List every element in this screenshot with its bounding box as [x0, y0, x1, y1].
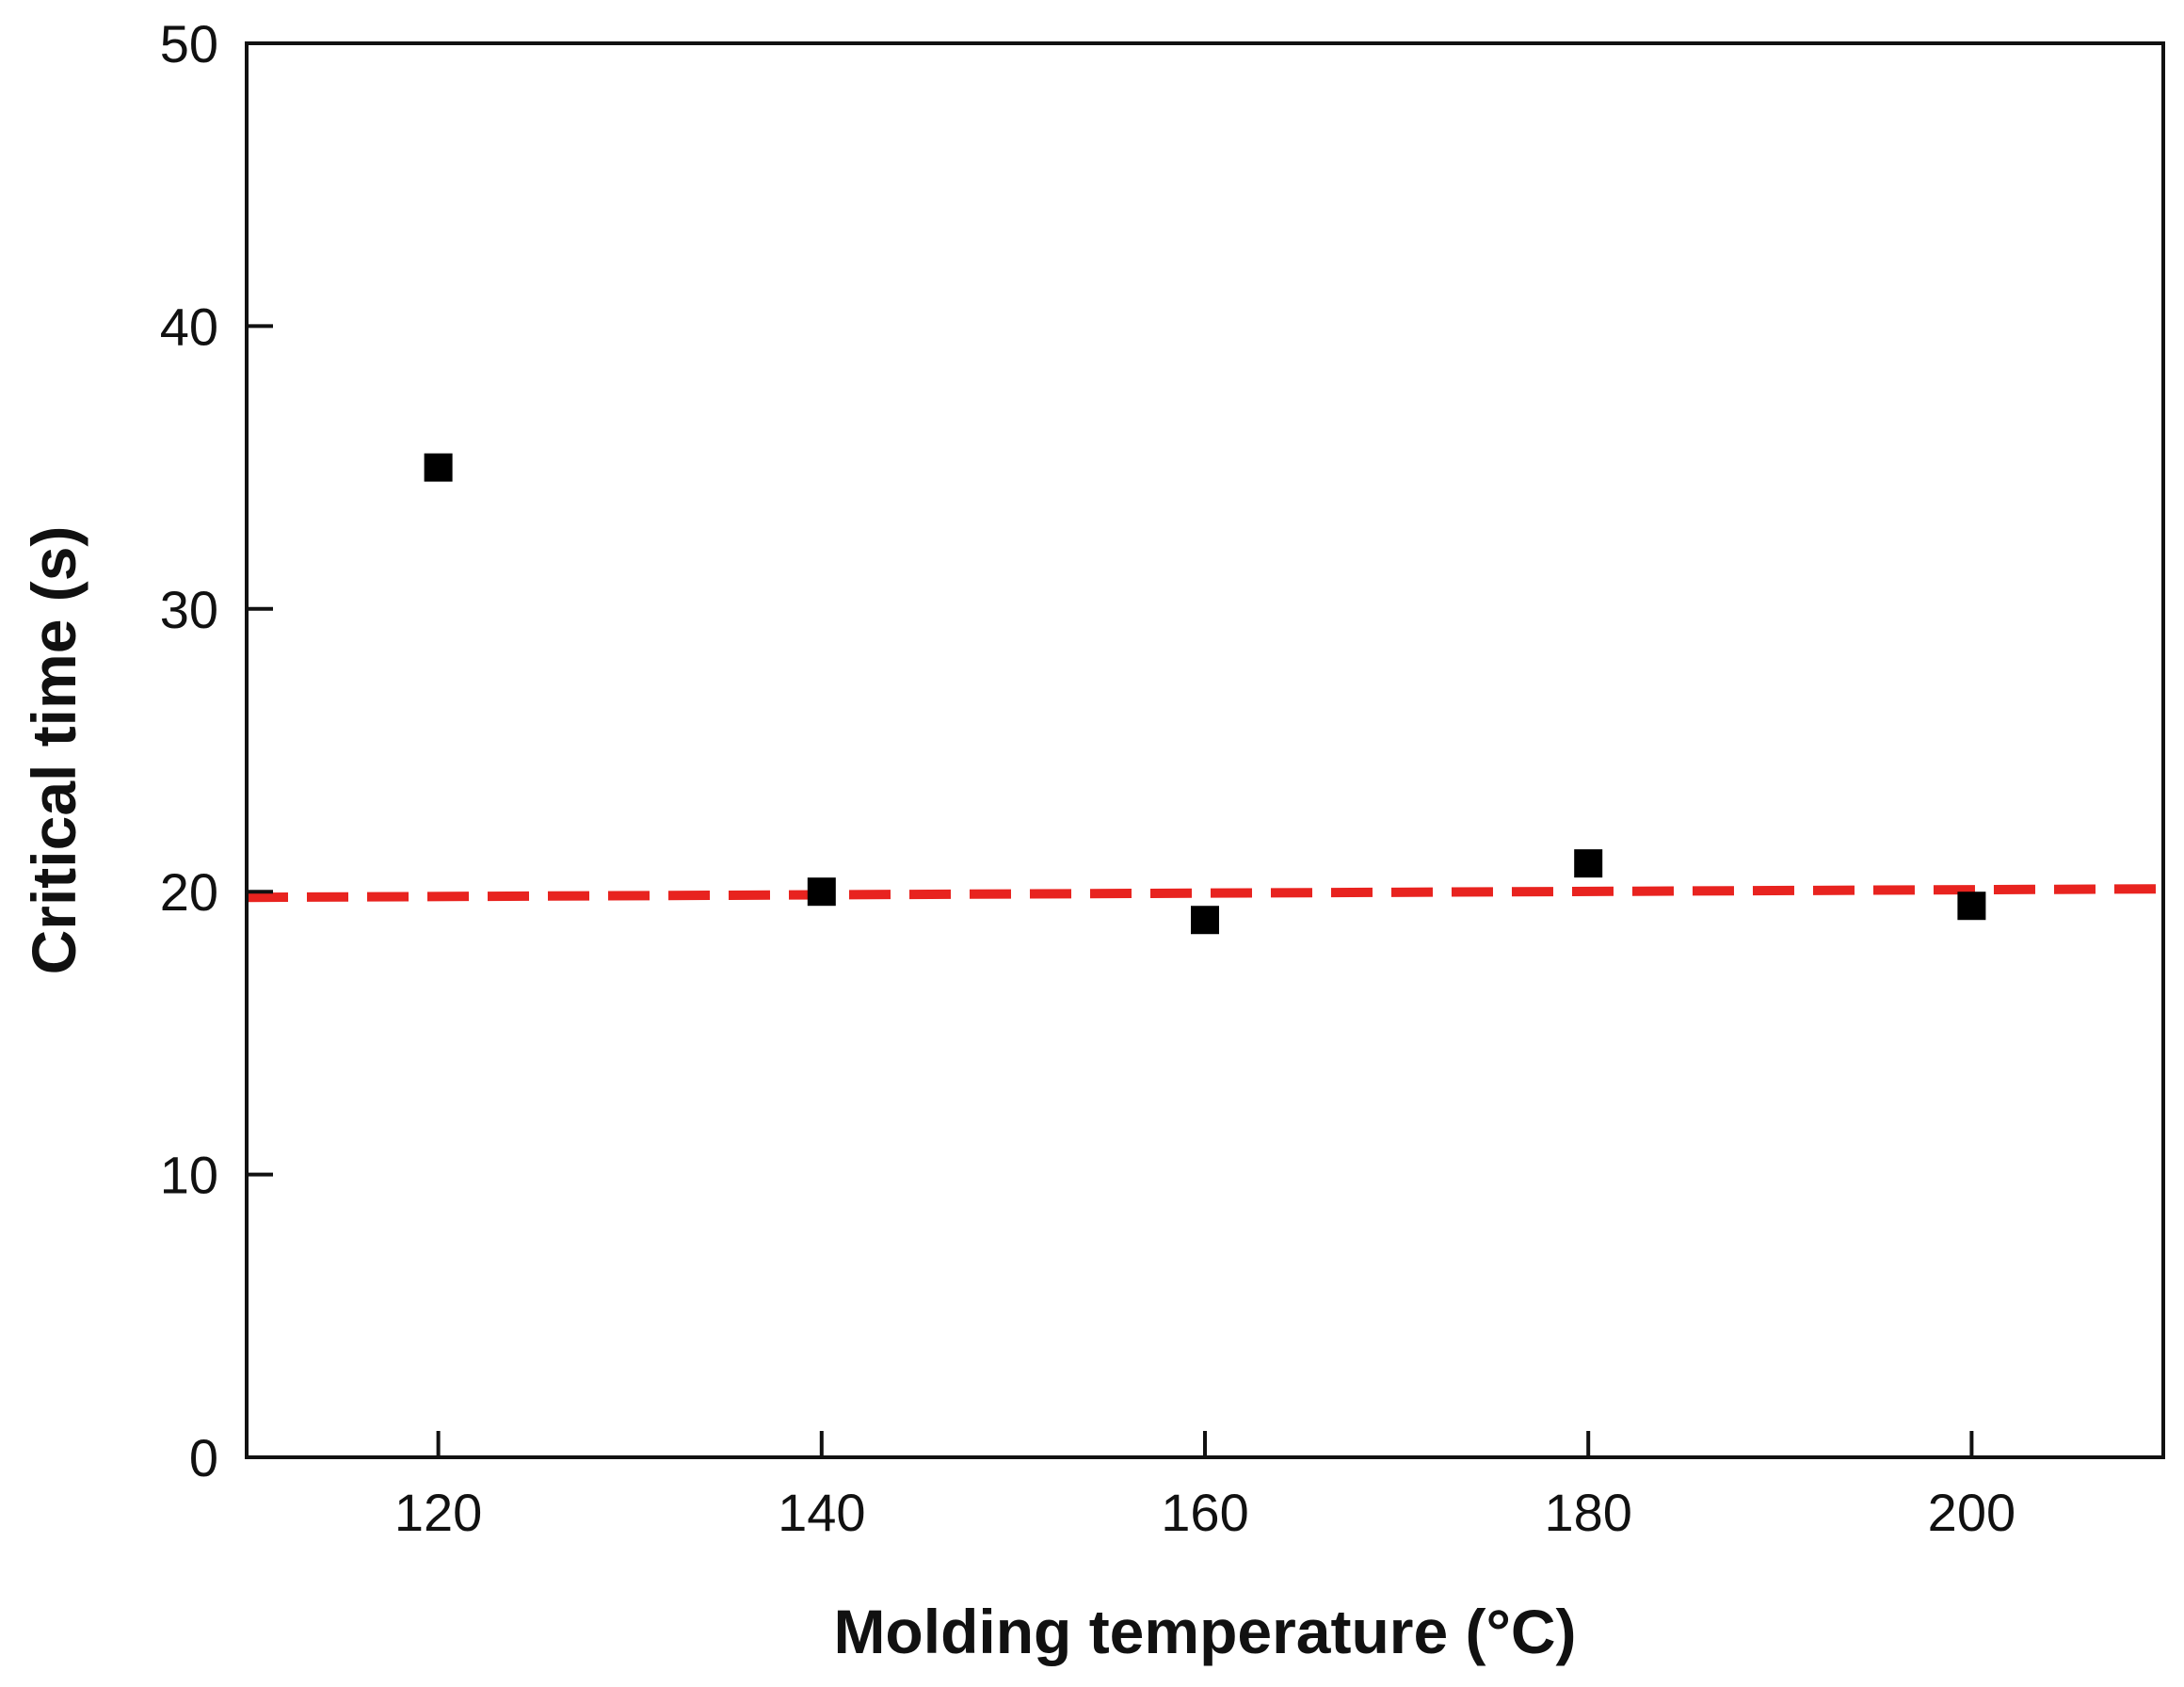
x-tick-label: 120 — [394, 1483, 482, 1542]
y-tick-label: 30 — [160, 580, 218, 639]
y-tick-label: 40 — [160, 297, 218, 356]
y-tick-label: 20 — [160, 862, 218, 922]
plot-frame — [245, 41, 2165, 1459]
y-tick-label: 50 — [160, 14, 218, 73]
x-axis-ticks: 120 140 160 180 200 — [394, 1431, 2015, 1542]
x-axis-title: Molding temperature (°C) — [833, 1597, 1576, 1666]
data-points-layer — [424, 453, 1986, 935]
x-tick-label: 200 — [1928, 1483, 2015, 1542]
data-point — [1957, 892, 1986, 921]
data-point — [1191, 906, 1219, 935]
x-tick-label: 160 — [1161, 1483, 1248, 1542]
x-tick-label: 180 — [1544, 1483, 1631, 1542]
y-tick-label: 10 — [160, 1146, 218, 1205]
y-axis-title: Critical time (s) — [19, 526, 88, 975]
reference-line-layer — [246, 884, 2164, 903]
x-tick-label: 140 — [778, 1483, 865, 1542]
data-point — [807, 877, 836, 907]
data-point — [1574, 849, 1603, 878]
y-axis-ticks: 0 10 20 30 40 50 — [160, 14, 273, 1487]
reference-dashed-line — [246, 884, 2164, 903]
data-point — [424, 453, 453, 482]
y-tick-label: 0 — [189, 1428, 218, 1487]
